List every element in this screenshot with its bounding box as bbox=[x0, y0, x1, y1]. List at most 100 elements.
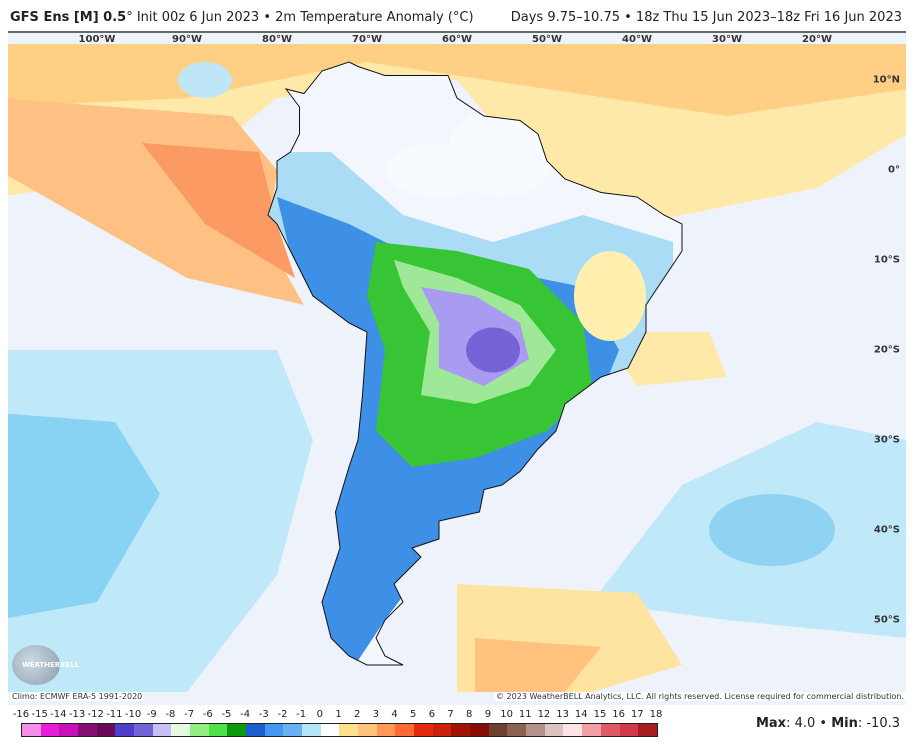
colorbar-bin bbox=[432, 724, 452, 736]
colorbar-tick-label: -13 bbox=[68, 709, 86, 720]
max-label: Max bbox=[755, 716, 787, 731]
colorbar bbox=[21, 723, 658, 737]
init-info: ° Init 00z 6 Jun 2023 • 2m Temperature A… bbox=[126, 10, 474, 25]
colorbar-tick-label: -12 bbox=[87, 709, 104, 720]
colorbar-bin bbox=[470, 724, 489, 736]
max-value: : 4.0 • bbox=[786, 716, 832, 731]
colorbar-tick-label: 0 bbox=[316, 709, 323, 720]
colorbar-tick-label: 11 bbox=[518, 709, 532, 720]
anomaly-map bbox=[8, 33, 906, 705]
colorbar-bin bbox=[96, 724, 116, 736]
neutral-anomaly-amazon bbox=[385, 143, 493, 197]
colorbar-bin bbox=[40, 724, 60, 736]
colorbar-tick-label: -1 bbox=[296, 709, 307, 720]
colorbar-tick-label: -15 bbox=[31, 709, 48, 720]
colorbar-bin bbox=[582, 724, 601, 736]
colorbar-bin bbox=[264, 724, 284, 736]
lon-label: 80°W bbox=[262, 34, 292, 45]
lat-label: 30°S bbox=[873, 434, 900, 446]
copyright-note: © 2023 WeatherBELL Analytics, LLC. All r… bbox=[494, 692, 906, 701]
colorbar-tick-label: 4 bbox=[391, 709, 398, 720]
colorbar-tick-label: 16 bbox=[612, 709, 626, 720]
colorbar-tick-label: 18 bbox=[649, 709, 663, 720]
colorbar-tick-label: 13 bbox=[556, 709, 569, 720]
colorbar-tick-label: 9 bbox=[484, 709, 492, 720]
colorbar-bin bbox=[302, 724, 321, 736]
max-min-readout: Max: 4.0 • Min: -10.3 bbox=[756, 716, 900, 731]
colorbar-labels: -16 -15 -14 -13 -12 -11 -10 -9 -8 -7 -6 -5 -4 -3 -2 -1 0… bbox=[13, 709, 663, 721]
colorbar-bin bbox=[619, 724, 639, 736]
logo-text: WEATHERBELL bbox=[22, 661, 80, 669]
lon-label: 60°W bbox=[442, 34, 472, 45]
colorbar-bin bbox=[563, 724, 583, 736]
colorbar-bin bbox=[78, 724, 97, 736]
cool-anomaly-atlantic-core bbox=[709, 494, 835, 566]
colorbar-bin bbox=[600, 724, 620, 736]
warm-anomaly-band bbox=[8, 44, 906, 116]
colorbar-bin bbox=[22, 724, 41, 736]
colorbar-bin bbox=[320, 724, 340, 736]
valid-time: Days 9.75–10.75 • 18z Thu 15 Jun 2023–18… bbox=[510, 10, 902, 25]
lon-label: 50°W bbox=[532, 34, 562, 45]
lon-label: 20°W bbox=[802, 34, 832, 45]
land-anomaly-layer bbox=[268, 107, 673, 665]
colorbar-bin bbox=[59, 724, 79, 736]
cool-patch bbox=[178, 62, 232, 98]
colorbar-bin bbox=[171, 724, 191, 736]
header-divider bbox=[8, 31, 906, 33]
colorbar-tick-label: 14 bbox=[574, 709, 588, 720]
warm-anomaly-pacific-core bbox=[142, 143, 295, 278]
colorbar-bin bbox=[339, 724, 359, 736]
colorbar-tick-label: 12 bbox=[537, 709, 551, 720]
weatherbell-logo bbox=[12, 645, 60, 685]
colorbar-bin bbox=[544, 724, 564, 736]
cool-anomaly-pacific-core bbox=[8, 413, 160, 619]
colorbar-tick-label: -14 bbox=[50, 709, 67, 720]
map-title: GFS Ens [M] 0.5° Init 00z 6 Jun 2023 • 2… bbox=[10, 10, 474, 25]
colorbar-bin bbox=[488, 724, 508, 736]
colorbar-tick-label: 6 bbox=[428, 709, 436, 720]
colorbar-bin bbox=[358, 724, 377, 736]
colorbar-tick-label: 3 bbox=[372, 709, 380, 720]
colorbar-bin bbox=[190, 724, 209, 736]
lat-label: 20°S bbox=[873, 344, 900, 356]
colorbar-tick-label: 1 bbox=[335, 709, 342, 720]
warm-anomaly-south-atlantic-core bbox=[475, 638, 601, 692]
colorbar-tick-label: 2 bbox=[353, 709, 361, 720]
colorbar-tick-label: 10 bbox=[500, 709, 513, 720]
colorbar-bin bbox=[115, 724, 135, 736]
colorbar-tick-label: 8 bbox=[466, 709, 473, 720]
colorbar-bin bbox=[376, 724, 396, 736]
lon-label: 100°W bbox=[78, 34, 116, 45]
model-name: GFS Ens [M] 0.5 bbox=[10, 10, 127, 25]
lat-label: 50°S bbox=[873, 614, 900, 626]
lat-label: 0° bbox=[888, 164, 900, 176]
colorbar-bin bbox=[507, 724, 527, 736]
min-value: : -10.3 bbox=[857, 716, 900, 731]
warm-anomaly-east-brazil bbox=[574, 251, 646, 341]
colorbar-tick-label: 17 bbox=[630, 709, 644, 720]
lon-label: 40°W bbox=[622, 34, 652, 45]
colorbar-bin bbox=[227, 724, 247, 736]
colorbar-bin bbox=[414, 724, 433, 736]
lon-label: 30°W bbox=[712, 34, 742, 45]
colorbar-tick-label: -9 bbox=[146, 709, 157, 720]
lon-label: 70°W bbox=[352, 34, 382, 45]
cold-anomaly-purple-core bbox=[466, 327, 520, 373]
lat-label: 40°S bbox=[873, 524, 900, 536]
colorbar-tick-label: -7 bbox=[184, 709, 195, 720]
colorbar-bin bbox=[283, 724, 303, 736]
min-label: Min bbox=[831, 716, 858, 731]
colorbar-tick-label: -16 bbox=[12, 709, 30, 720]
colorbar-tick-label: -11 bbox=[106, 709, 123, 720]
colorbar-bin bbox=[208, 724, 228, 736]
colorbar-bin bbox=[451, 724, 471, 736]
colorbar-bin bbox=[395, 724, 415, 736]
colorbar-bin bbox=[152, 724, 172, 736]
colorbar-tick-label: -5 bbox=[221, 709, 232, 720]
colorbar-tick-label: -10 bbox=[124, 709, 142, 720]
colorbar-tick-label: 5 bbox=[410, 709, 417, 720]
colorbar-tick-label: 7 bbox=[447, 709, 454, 720]
colorbar-bin bbox=[134, 724, 153, 736]
